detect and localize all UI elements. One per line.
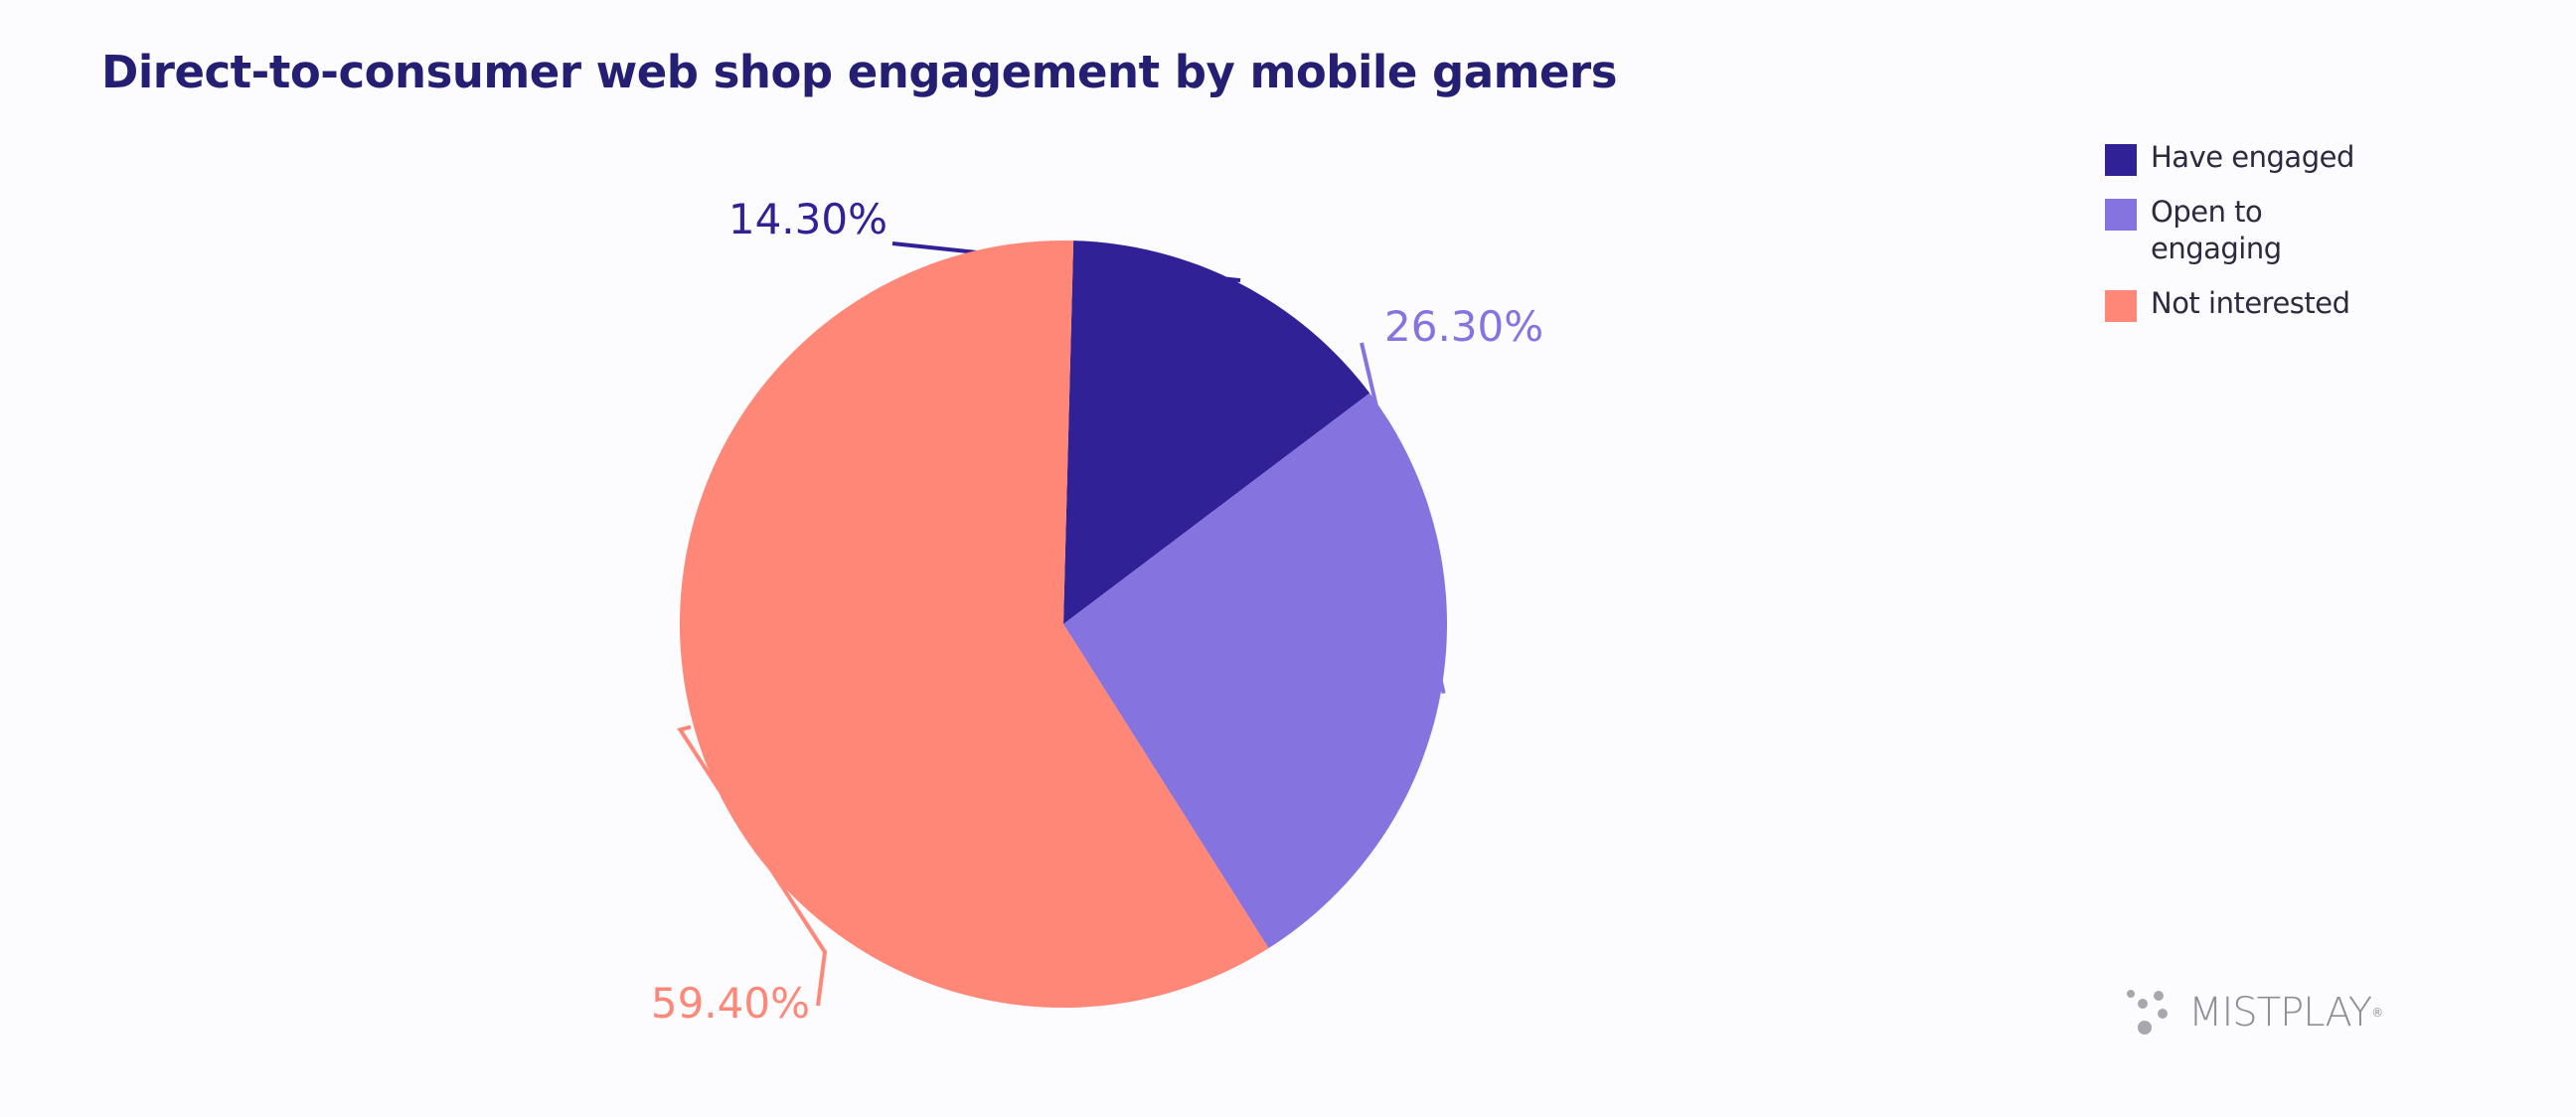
slice-label-have-engaged: 14.30% — [728, 195, 887, 243]
legend-label-open-to-engaging: Open to engaging — [2151, 195, 2282, 265]
legend-label-have-engaged: Have engaged — [2151, 140, 2354, 174]
leader-line-not-interested — [677, 724, 828, 1007]
slice-label-open-to-engaging: 26.30% — [1384, 302, 1543, 351]
legend-item-not-interested: Not interested — [2105, 285, 2403, 322]
pie-slice-have-engaged — [1063, 240, 1370, 625]
pie-slice-open-to-engaging — [1063, 393, 1447, 949]
legend-item-open-to-engaging: Open to engaging — [2105, 194, 2403, 267]
legend-swatch-open-to-engaging — [2105, 199, 2137, 231]
leader-line-open-to-engaging — [1360, 342, 1446, 695]
legend-label-not-interested: Not interested — [2151, 286, 2350, 320]
pie-slice-not-interested — [680, 240, 1269, 1009]
legend-swatch-have-engaged — [2105, 144, 2137, 176]
logo-text: MISTPLAY — [2188, 990, 2372, 1036]
chart-title: Direct-to-consumer web shop engagement b… — [101, 46, 1617, 98]
slice-label-not-interested: 59.40% — [651, 979, 810, 1028]
legend-swatch-not-interested — [2105, 290, 2137, 322]
legend: Have engaged Open to engaging Not intere… — [2105, 139, 2403, 340]
logo-registered-mark: ® — [2371, 1006, 2384, 1020]
legend-item-have-engaged: Have engaged — [2105, 139, 2403, 176]
mistplay-logo: MISTPLAY ® — [2125, 988, 2383, 1037]
logo-dots-icon — [2127, 990, 2168, 1035]
